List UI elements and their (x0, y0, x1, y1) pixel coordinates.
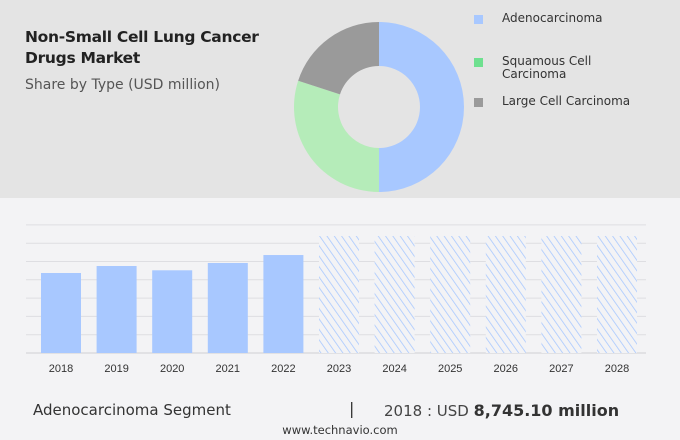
legend-swatch (474, 58, 483, 67)
x-tick-label: 2024 (382, 363, 406, 375)
bar-2022 (263, 255, 304, 353)
x-tick-label: 2020 (160, 363, 184, 375)
bar-2018 (41, 273, 81, 353)
bar-2023 (319, 236, 359, 353)
year-label: 2018 : USD (384, 402, 469, 420)
chart-subtitle: Share by Type (USD million) (25, 77, 221, 93)
bar-2019 (96, 266, 137, 353)
legend-item: Large Cell Carcinoma (474, 95, 630, 108)
bar-2026 (485, 236, 526, 353)
legend-swatch (474, 15, 483, 24)
value-text: 8,745.10 million (473, 401, 620, 420)
x-tick-label: 2025 (438, 363, 462, 375)
bar-2021 (207, 262, 248, 353)
x-axis-labels: 2018 2019 2020 2021 2022 2023 2024 2025 2026 2027… (49, 363, 629, 375)
source-url: www.technavio.com (282, 423, 398, 437)
separator: | (349, 399, 355, 418)
legend-item: Adenocarcinoma (474, 12, 630, 25)
segment-value: 2018 : USD 8,745.10 million (384, 401, 619, 420)
bar-2027 (541, 236, 582, 353)
x-tick-label: 2027 (549, 363, 573, 375)
legend-item: Squamous Cell Carcinoma (474, 55, 612, 81)
x-tick-label: 2023 (327, 363, 351, 375)
legend-label: Adenocarcinoma (502, 11, 603, 25)
donut-slice-large-cell-carcinoma (298, 22, 379, 95)
bar-2020 (152, 270, 193, 353)
x-tick-label: 2021 (216, 363, 240, 375)
legend-swatch (474, 98, 483, 107)
segment-label: Adenocarcinoma Segment (33, 401, 231, 419)
legend-label: Squamous Cell Carcinoma (502, 54, 592, 81)
x-tick-label: 2018 (49, 363, 73, 375)
bar-2025 (430, 236, 471, 353)
legend-label: Large Cell Carcinoma (502, 94, 631, 108)
x-tick-label: 2022 (271, 363, 295, 375)
donut-chart (294, 22, 464, 192)
x-tick-label: 2028 (605, 363, 629, 375)
donut-legend: Adenocarcinoma Squamous Cell Carcinoma L… (474, 12, 630, 108)
bar-chart (41, 236, 637, 353)
x-tick-label: 2026 (494, 363, 518, 375)
donut-slice-squamous-cell-carcinoma (294, 80, 379, 192)
bar-2024 (374, 236, 415, 353)
donut-slice-adenocarcinoma (379, 22, 464, 192)
x-tick-label: 2019 (104, 363, 128, 375)
bar-2028 (597, 236, 637, 353)
chart-title: Non-Small Cell Lung Cancer Drugs Market (25, 28, 259, 67)
